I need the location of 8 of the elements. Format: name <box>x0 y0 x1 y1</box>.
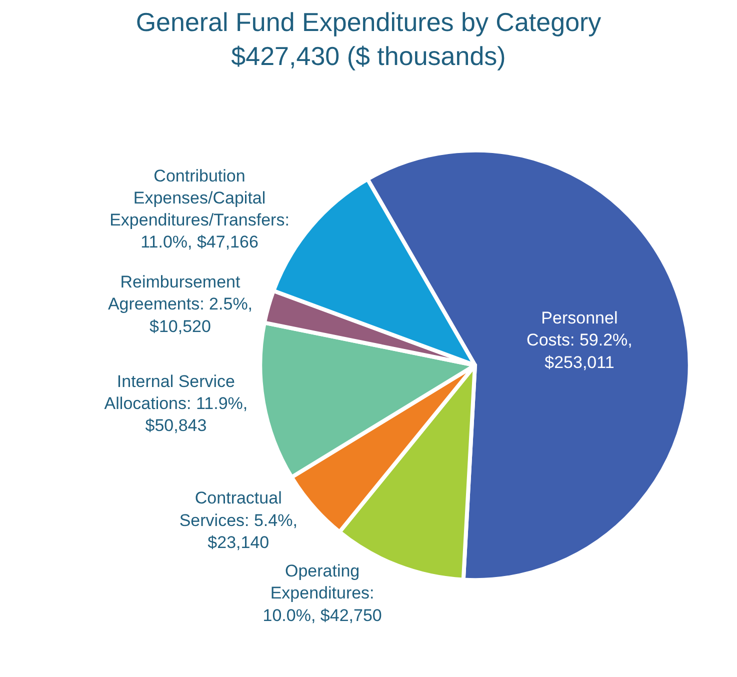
chart-title: General Fund Expenditures by Category <box>136 7 602 38</box>
chart-subtitle: $427,430 ($ thousands) <box>231 41 506 71</box>
slice-label: Personnel Costs: 59.2%, $253,011 <box>526 308 632 372</box>
slice-label: Contractual Services: 5.4%, $23,140 <box>179 488 298 552</box>
slice-label: Internal Service Allocations: 11.9%, $50,843 <box>104 372 248 436</box>
slice-label: Operating Expenditures: 10.0%, $42,750 <box>262 562 382 625</box>
slice-label: Contribution Expenses/Capital Expenditures/Transfers: 11.0%, $47,166 <box>110 166 290 252</box>
slice-label: Reimbursement Agreements: 2.5%, $10,520 <box>108 272 253 336</box>
